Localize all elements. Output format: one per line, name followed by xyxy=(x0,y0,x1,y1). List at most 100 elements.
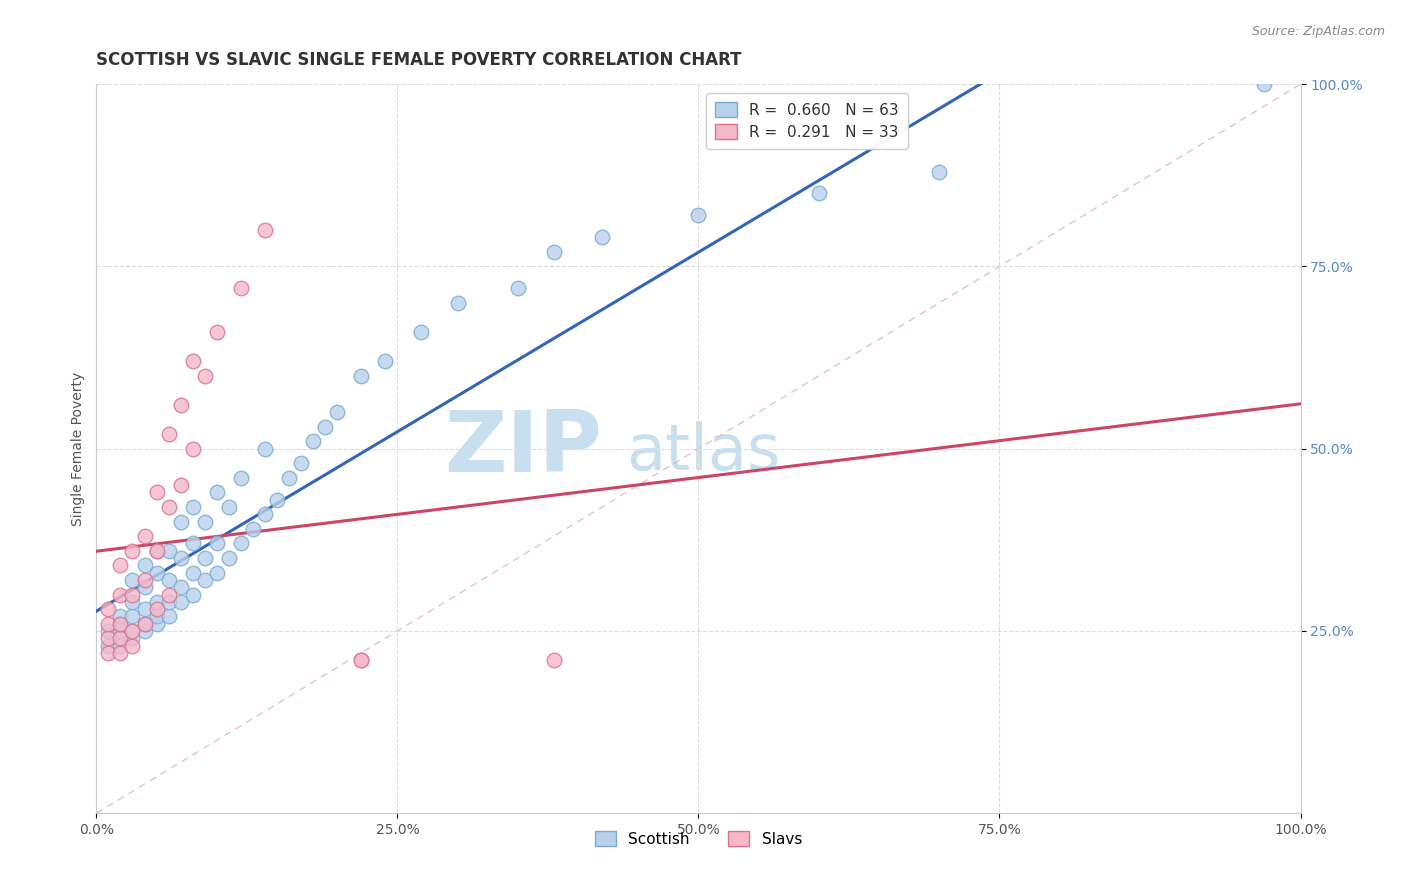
Point xyxy=(350,653,373,667)
Point xyxy=(169,515,191,529)
Text: atlas: atlas xyxy=(626,421,780,483)
Point xyxy=(928,164,950,178)
Point xyxy=(97,632,120,646)
Point xyxy=(110,616,132,631)
Point xyxy=(374,354,396,368)
Point xyxy=(121,543,143,558)
Point xyxy=(97,639,120,653)
Point xyxy=(134,580,156,594)
Point xyxy=(242,522,264,536)
Point xyxy=(145,485,167,500)
Text: ZIP: ZIP xyxy=(444,407,602,491)
Point xyxy=(543,244,565,259)
Point xyxy=(157,573,180,587)
Point xyxy=(97,602,120,616)
Point xyxy=(145,616,167,631)
Point xyxy=(145,543,167,558)
Point xyxy=(181,566,204,580)
Point xyxy=(543,653,565,667)
Point xyxy=(169,398,191,412)
Point xyxy=(229,281,252,295)
Point xyxy=(169,478,191,492)
Point xyxy=(110,558,132,573)
Point xyxy=(506,281,529,295)
Point xyxy=(1253,77,1275,91)
Point xyxy=(134,616,156,631)
Point xyxy=(411,325,433,339)
Point xyxy=(253,508,276,522)
Point xyxy=(145,595,167,609)
Point xyxy=(266,492,288,507)
Point xyxy=(157,609,180,624)
Point xyxy=(181,500,204,514)
Point xyxy=(253,223,276,237)
Text: Source: ZipAtlas.com: Source: ZipAtlas.com xyxy=(1251,25,1385,38)
Point xyxy=(134,529,156,543)
Point xyxy=(110,639,132,653)
Point xyxy=(314,419,336,434)
Point xyxy=(688,208,710,222)
Point xyxy=(145,609,167,624)
Point xyxy=(134,616,156,631)
Point xyxy=(110,587,132,601)
Point xyxy=(157,543,180,558)
Point xyxy=(121,573,143,587)
Point xyxy=(121,595,143,609)
Point xyxy=(326,405,349,419)
Point xyxy=(110,624,132,638)
Text: SCOTTISH VS SLAVIC SINGLE FEMALE POVERTY CORRELATION CHART: SCOTTISH VS SLAVIC SINGLE FEMALE POVERTY… xyxy=(97,51,742,69)
Point xyxy=(181,442,204,456)
Point xyxy=(134,558,156,573)
Point xyxy=(110,646,132,660)
Point xyxy=(169,580,191,594)
Point xyxy=(121,632,143,646)
Point xyxy=(218,500,240,514)
Point xyxy=(194,368,217,383)
Point xyxy=(205,566,228,580)
Point xyxy=(290,456,312,470)
Point xyxy=(121,609,143,624)
Point xyxy=(110,632,132,646)
Point xyxy=(157,587,180,601)
Point xyxy=(218,551,240,566)
Point xyxy=(157,595,180,609)
Point xyxy=(110,609,132,624)
Point xyxy=(194,551,217,566)
Point xyxy=(591,230,613,244)
Point xyxy=(278,471,301,485)
Point xyxy=(97,624,120,638)
Point xyxy=(229,536,252,550)
Point xyxy=(157,500,180,514)
Point xyxy=(121,639,143,653)
Point xyxy=(121,624,143,638)
Point xyxy=(134,624,156,638)
Point xyxy=(134,602,156,616)
Legend: Scottish, Slavs: Scottish, Slavs xyxy=(589,825,808,853)
Point xyxy=(253,442,276,456)
Point xyxy=(181,536,204,550)
Point xyxy=(110,616,132,631)
Point xyxy=(446,296,468,310)
Point xyxy=(134,573,156,587)
Point xyxy=(169,551,191,566)
Point xyxy=(181,587,204,601)
Point xyxy=(194,515,217,529)
Point xyxy=(229,471,252,485)
Point xyxy=(97,616,120,631)
Point xyxy=(302,434,325,449)
Point xyxy=(350,653,373,667)
Point xyxy=(194,573,217,587)
Point xyxy=(121,587,143,601)
Point xyxy=(121,624,143,638)
Point xyxy=(350,368,373,383)
Point xyxy=(145,602,167,616)
Point xyxy=(169,595,191,609)
Point xyxy=(181,354,204,368)
Point xyxy=(97,646,120,660)
Point xyxy=(205,485,228,500)
Point xyxy=(157,427,180,442)
Point xyxy=(145,566,167,580)
Y-axis label: Single Female Poverty: Single Female Poverty xyxy=(72,372,86,525)
Point xyxy=(145,543,167,558)
Point xyxy=(205,325,228,339)
